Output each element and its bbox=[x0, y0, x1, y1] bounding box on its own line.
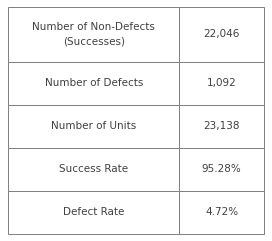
Bar bbox=[180, 148, 264, 191]
Bar bbox=[8, 105, 180, 148]
Text: Number of Defects: Number of Defects bbox=[45, 78, 143, 88]
Text: Defect Rate: Defect Rate bbox=[63, 207, 125, 217]
Bar bbox=[8, 148, 180, 191]
Bar bbox=[8, 7, 180, 62]
Text: 23,138: 23,138 bbox=[203, 121, 240, 131]
Text: 1,092: 1,092 bbox=[207, 78, 237, 88]
Bar bbox=[8, 191, 180, 234]
Bar bbox=[180, 7, 264, 62]
Bar bbox=[180, 105, 264, 148]
Text: Number of Units: Number of Units bbox=[51, 121, 137, 131]
Bar bbox=[8, 62, 180, 105]
Text: Success Rate: Success Rate bbox=[59, 164, 128, 174]
Text: Number of Non-Defects
(Successes): Number of Non-Defects (Successes) bbox=[32, 22, 155, 47]
Text: 4.72%: 4.72% bbox=[205, 207, 238, 217]
Bar bbox=[180, 62, 264, 105]
Text: 22,046: 22,046 bbox=[203, 29, 240, 40]
Bar bbox=[180, 191, 264, 234]
Text: 95.28%: 95.28% bbox=[202, 164, 242, 174]
